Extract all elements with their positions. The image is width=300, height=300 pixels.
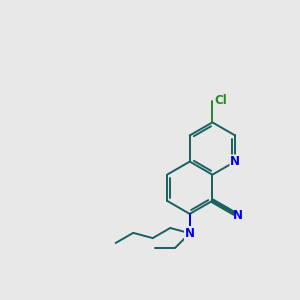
Text: N: N	[232, 209, 242, 222]
Text: Cl: Cl	[214, 94, 227, 107]
Text: N: N	[185, 227, 195, 240]
Text: N: N	[230, 155, 240, 168]
Text: N: N	[185, 227, 195, 240]
